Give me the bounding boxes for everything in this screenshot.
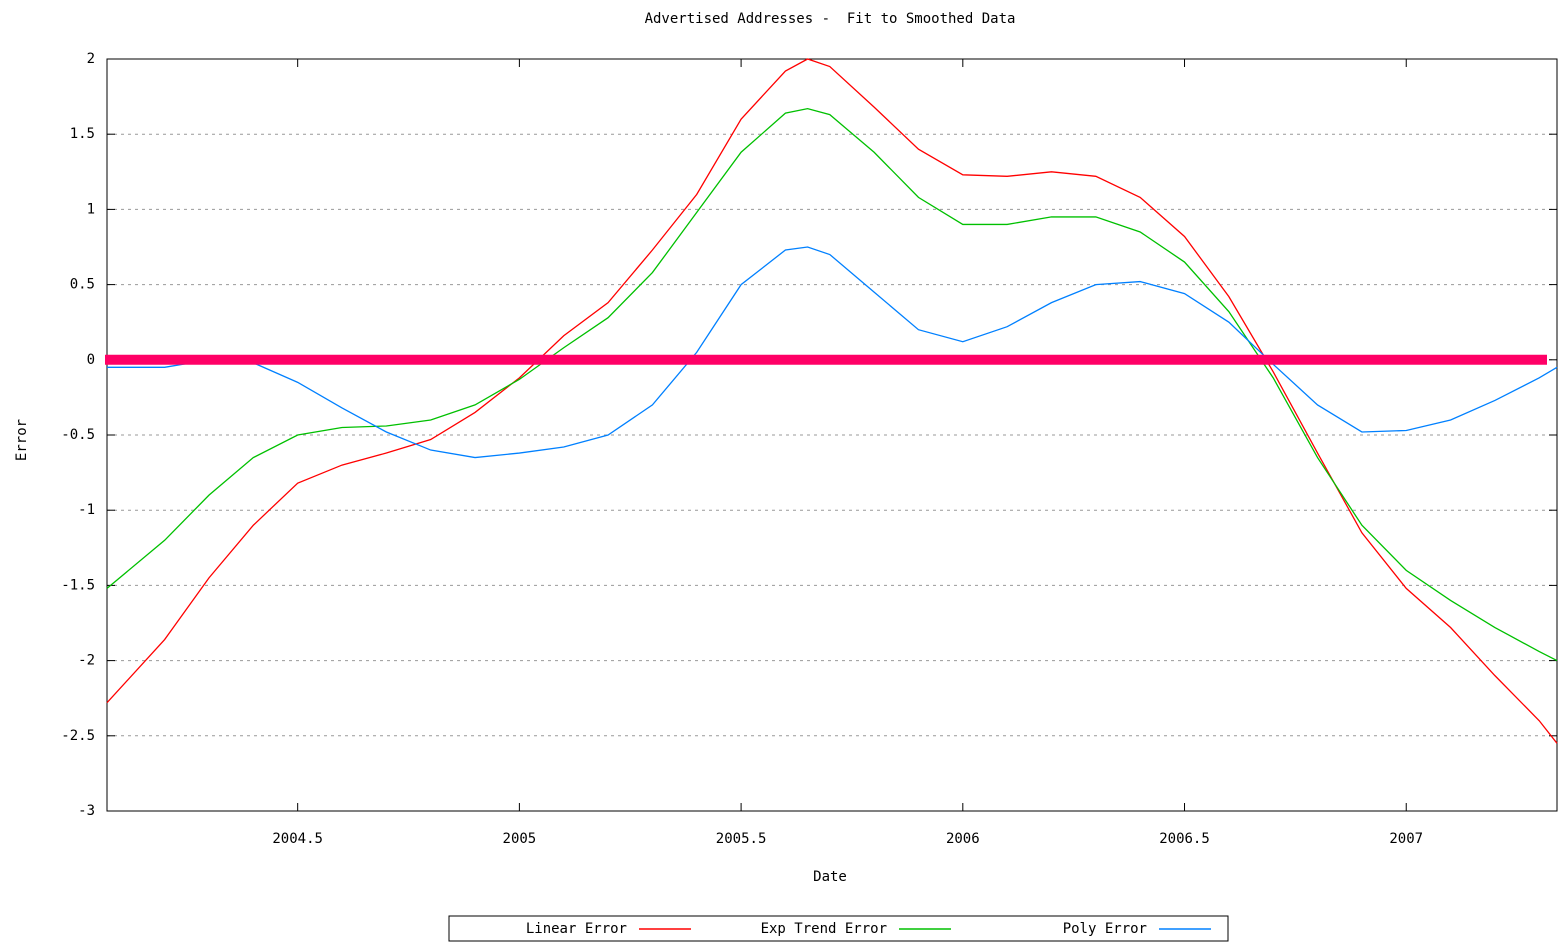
x-tick-label: 2005.5 — [716, 831, 767, 847]
series-line — [106, 107, 1558, 662]
y-tick-label: -0.5 — [61, 427, 95, 443]
x-tick-label: 2006 — [946, 831, 980, 847]
y-tick-label: 0 — [87, 352, 95, 368]
y-tick-label: -3 — [78, 803, 95, 819]
y-tick-label: -2.5 — [61, 728, 95, 744]
legend-label: Poly Error — [1063, 921, 1147, 937]
legend-label: Linear Error — [526, 921, 627, 937]
series-line — [107, 246, 1558, 459]
y-tick-label: -1 — [78, 502, 95, 518]
series-line — [106, 58, 1558, 744]
plot-frame — [106, 58, 1558, 812]
y-tick-label: 1 — [87, 201, 95, 217]
chart-title: Advertised Addresses - Fit to Smoothed D… — [645, 11, 1016, 27]
y-tick-label: -2 — [78, 653, 95, 669]
x-axis-label: Date — [813, 869, 847, 885]
legend-box — [448, 915, 1229, 942]
y-axis-label: Error — [14, 419, 30, 461]
legend-label: Exp Trend Error — [761, 921, 887, 937]
x-tick-label: 2006.5 — [1159, 831, 1210, 847]
x-tick-label: 2005 — [503, 831, 537, 847]
y-tick-label: -1.5 — [61, 577, 95, 593]
x-tick-label: 2007 — [1389, 831, 1423, 847]
y-tick-label: 0.5 — [70, 277, 95, 293]
x-tick-label: 2004.5 — [272, 831, 323, 847]
y-tick-label: 2 — [87, 51, 95, 67]
y-tick-label: 1.5 — [70, 126, 95, 142]
